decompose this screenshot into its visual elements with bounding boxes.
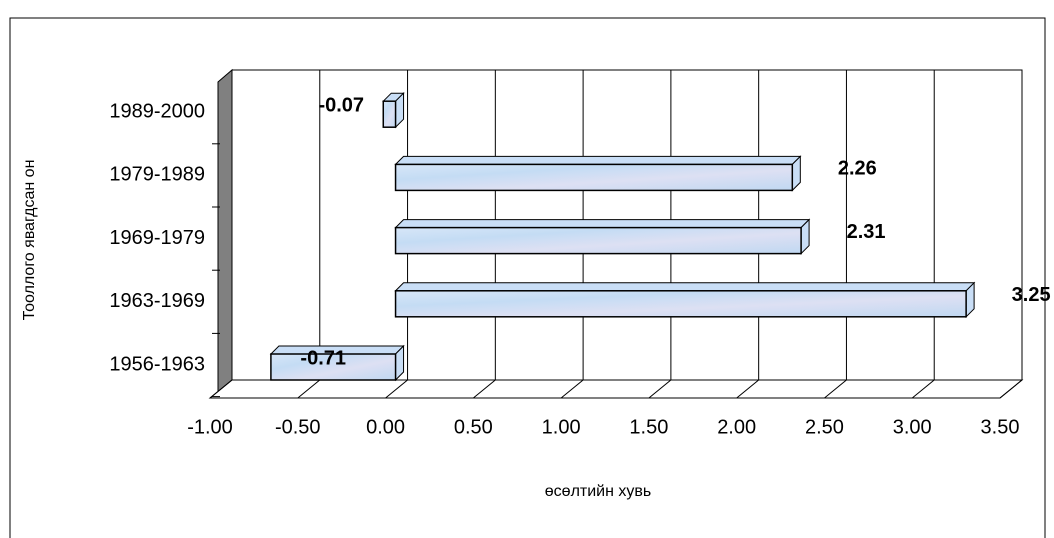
bar-front bbox=[394, 290, 967, 318]
x-axis-title: өсөлтийн хувь bbox=[545, 483, 651, 500]
side-wall bbox=[217, 68, 233, 394]
value-label: 2.31 bbox=[847, 221, 886, 243]
floor-grid-line bbox=[736, 379, 759, 399]
x-tick-label: 2.50 bbox=[805, 416, 844, 438]
bar-top bbox=[394, 282, 976, 292]
bar bbox=[394, 155, 802, 192]
floor-grid-line bbox=[209, 379, 233, 399]
bar-front bbox=[270, 353, 397, 381]
x-tick-label: 1.50 bbox=[629, 416, 668, 438]
bar-front bbox=[394, 226, 802, 255]
floor-grid-line bbox=[648, 379, 672, 399]
floor-grid-line bbox=[824, 379, 847, 399]
x-tick-label: 3.00 bbox=[893, 416, 932, 438]
floor-grid-line bbox=[911, 379, 935, 399]
x-tick-label: 3.50 bbox=[981, 416, 1020, 438]
y-tick-label: 1963-1969 bbox=[109, 290, 205, 312]
bar bbox=[394, 218, 811, 255]
floor-grid-line bbox=[297, 379, 321, 399]
floor-grid-line bbox=[473, 379, 496, 399]
y-tick-label: 1979-1989 bbox=[109, 164, 205, 186]
bar-front bbox=[382, 100, 397, 128]
y-axis-title: Тооллого явагдсан он bbox=[21, 160, 38, 321]
x-tick-label: 2.00 bbox=[717, 416, 756, 438]
plot-area: -1.00 -0.50 0.00 0.50 1.00 1.50 2.00 2.50 3.00 3.… bbox=[109, 68, 1051, 438]
bar bbox=[382, 91, 405, 129]
bar-top bbox=[394, 219, 811, 229]
bar bbox=[269, 344, 405, 382]
bar-front bbox=[394, 163, 794, 192]
floor-grid-line bbox=[999, 379, 1023, 399]
value-label: 2.26 bbox=[838, 158, 877, 180]
value-label: 3.25 bbox=[1012, 284, 1051, 306]
y-tick-label: 1956-1963 bbox=[109, 353, 205, 375]
value-label: -0.07 bbox=[318, 94, 364, 116]
bar-top bbox=[394, 155, 802, 165]
floor-grid-line bbox=[560, 379, 584, 399]
y-tick-label: 1989-2000 bbox=[109, 100, 205, 122]
x-tick-label: 1.00 bbox=[542, 416, 581, 438]
floor bbox=[208, 379, 1024, 399]
x-tick-label: -1.00 bbox=[187, 416, 233, 438]
x-tick-label: 0.50 bbox=[454, 416, 493, 438]
bar bbox=[394, 281, 976, 319]
y-tick-label: 1969-1979 bbox=[109, 227, 205, 249]
floor-grid-line bbox=[385, 379, 408, 399]
x-tick-label: -0.50 bbox=[275, 416, 321, 438]
value-label: -0.71 bbox=[300, 347, 346, 369]
x-tick-label: 0.00 bbox=[366, 416, 405, 438]
